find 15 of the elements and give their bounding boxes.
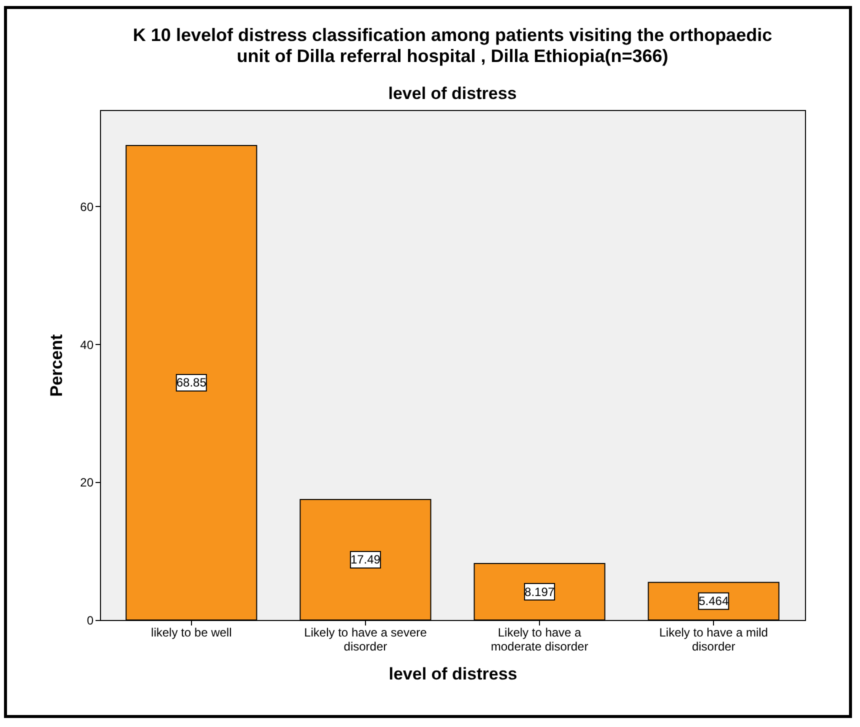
- x-tick-label: Likely to have a mild disorder: [659, 626, 768, 654]
- data-label: 17.49: [350, 552, 381, 567]
- x-tick-label: likely to be well: [151, 626, 232, 640]
- data-label: 8.197: [524, 584, 555, 599]
- x-axis-title: level of distress: [388, 664, 518, 684]
- y-axis-title: Percent: [47, 334, 66, 397]
- y-tick-label: 60: [80, 200, 94, 214]
- chart-title: K 10 levelof distress classification among patients visiting the orthopaedic unit of Dilla referral hospital , Dilla Ethiopia(n=366): [132, 25, 772, 66]
- chart-subtitle: level of distress: [388, 84, 517, 103]
- data-label: 68.85: [176, 376, 207, 390]
- x-tick-label: Likely to have a severe disorder: [304, 626, 428, 654]
- y-tick-label: 0: [86, 614, 94, 628]
- x-tick-label: Likely to have a moderate disorder: [490, 626, 588, 654]
- y-tick-label: 40: [80, 338, 94, 352]
- y-tick-label: 20: [80, 476, 94, 490]
